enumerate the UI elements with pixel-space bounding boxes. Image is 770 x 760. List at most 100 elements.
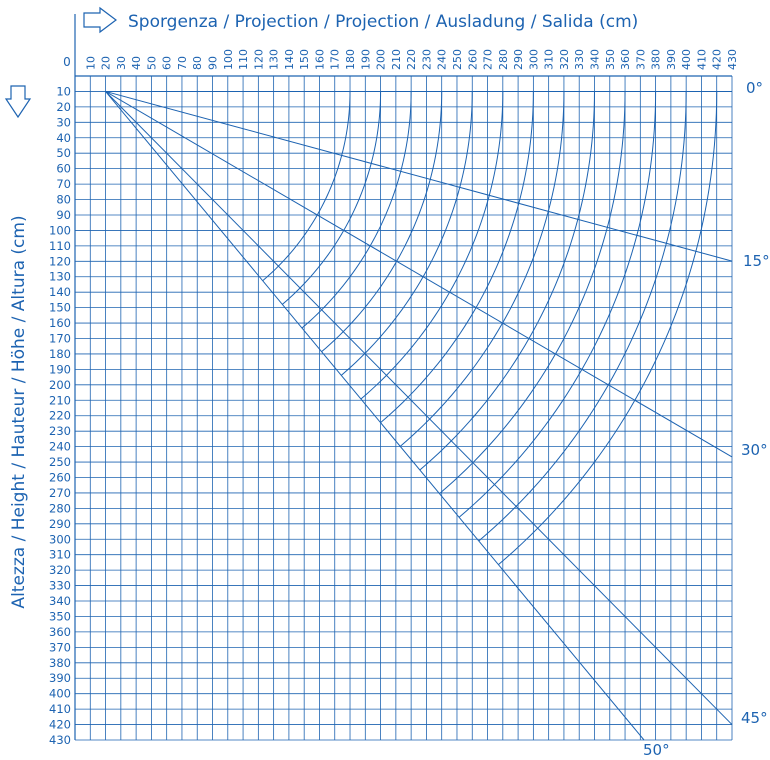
arm-arc-180 — [282, 91, 382, 305]
angle-label: 15° — [743, 252, 770, 270]
y-tick-label: 390 — [49, 671, 71, 685]
x-tick-label: 300 — [527, 49, 540, 70]
y-tick-label: 360 — [49, 625, 71, 639]
angle-line-50 — [105, 91, 645, 741]
x-tick-label: 310 — [543, 49, 556, 70]
arm-arc-240 — [340, 91, 473, 376]
y-tick-label: 410 — [49, 702, 71, 716]
y-tick-label: 40 — [56, 131, 71, 145]
x-tick-label: 140 — [283, 49, 296, 70]
y-tick-label: 150 — [49, 301, 71, 315]
angle-lines — [105, 90, 733, 741]
y-tick-label: 20 — [56, 100, 71, 114]
y-tick-label: 190 — [49, 362, 71, 376]
grid — [74, 75, 733, 741]
x-tick-label: 90 — [207, 56, 220, 70]
y-tick-label: 130 — [49, 270, 71, 284]
y-tick-label: 230 — [49, 424, 71, 438]
arm-arc-160 — [262, 91, 351, 282]
y-tick-label: 140 — [49, 285, 71, 299]
y-tick-label: 280 — [49, 501, 71, 515]
angle-label: 0° — [746, 79, 763, 97]
x-tick-label: 190 — [359, 49, 372, 70]
x-tick-label: 280 — [497, 49, 510, 70]
x-tick-label: 350 — [604, 49, 617, 70]
arm-arc-300 — [399, 91, 565, 447]
y-tick-label: 290 — [49, 517, 71, 531]
y-tick-label: 430 — [49, 733, 71, 747]
angle-label: 30° — [741, 441, 768, 459]
arm-arc-380 — [478, 91, 687, 542]
angle-line-30 — [105, 91, 733, 458]
x-tick-label: 410 — [695, 49, 708, 70]
arm-arc-280 — [380, 91, 534, 424]
arm-arc-260 — [360, 91, 504, 400]
x-tick-labels: 10 20 30 40 50 60 70 80 90 100 110 120 130 140 150 160 1… — [84, 49, 739, 70]
x-tick-label: 240 — [436, 49, 449, 70]
x-tick-label: 390 — [665, 49, 678, 70]
y-tick-label: 320 — [49, 563, 71, 577]
y-tick-label: 220 — [49, 409, 71, 423]
x-tick-label: 180 — [344, 49, 357, 70]
x-tick-label: 260 — [466, 49, 479, 70]
arm-arc-200 — [301, 91, 412, 329]
y-tick-label: 80 — [56, 193, 71, 207]
y-tick-label: 350 — [49, 609, 71, 623]
arm-arc-320 — [419, 91, 595, 471]
x-tick-label: 20 — [100, 56, 113, 70]
y-tick-label: 50 — [56, 146, 71, 160]
x-tick-label: 230 — [420, 49, 433, 70]
y-tick-label: 420 — [49, 718, 71, 732]
y-tick-label: 200 — [49, 378, 71, 392]
x-tick-label: 80 — [191, 56, 204, 70]
y-tick-label: 210 — [49, 393, 71, 407]
x-tick-label: 400 — [680, 49, 693, 70]
arm-arc-400 — [498, 91, 718, 565]
x-tick-label: 360 — [619, 49, 632, 70]
y-tick-label: 300 — [49, 532, 71, 546]
y-tick-label: 90 — [56, 208, 71, 222]
x-tick-label: 420 — [711, 49, 724, 70]
x-tick-label: 30 — [115, 56, 128, 70]
y-tick-label: 330 — [49, 579, 71, 593]
angle-labels: 0° 15° 30° 45° 50° — [643, 79, 770, 759]
arrow-down-outline-icon — [4, 85, 32, 119]
height-title: Altezza / Height / Hauteur / Höhe / Altu… — [9, 215, 29, 608]
x-tick-label: 160 — [313, 49, 326, 70]
x-tick-label: 250 — [451, 49, 464, 70]
x-tick-label: 170 — [329, 49, 342, 70]
x-tick-label: 340 — [588, 49, 601, 70]
x-tick-label: 70 — [176, 56, 189, 70]
angle-label: 45° — [741, 709, 768, 727]
angle-label: 50° — [643, 741, 670, 759]
y-tick-label: 170 — [49, 332, 71, 346]
x-tick-label: 330 — [573, 49, 586, 70]
y-tick-label: 270 — [49, 486, 71, 500]
x-tick-label: 60 — [161, 56, 174, 70]
x-tick-label: 210 — [390, 49, 403, 70]
y-tick-label: 120 — [49, 254, 71, 268]
y-tick-label: 30 — [56, 115, 71, 129]
arm-arcs — [262, 91, 718, 565]
x-tick-label: 200 — [375, 49, 388, 70]
y-tick-label: 380 — [49, 656, 71, 670]
y-tick-label: 340 — [49, 594, 71, 608]
x-tick-label: 220 — [405, 49, 418, 70]
x-tick-label: 100 — [222, 49, 235, 70]
arrow-right-outline-icon — [83, 6, 117, 34]
x-tick-label: 50 — [145, 56, 158, 70]
y-tick-label: 160 — [49, 316, 71, 330]
x-tick-label: 40 — [130, 56, 143, 70]
arm-arc-360 — [458, 91, 657, 518]
y-tick-label: 100 — [49, 223, 71, 237]
y-tick-label: 10 — [56, 84, 71, 98]
y-tick-label: 180 — [49, 347, 71, 361]
y-tick-label: 310 — [49, 548, 71, 562]
x-tick-label: 10 — [84, 56, 97, 70]
y-tick-label: 260 — [49, 470, 71, 484]
x-tick-label: 270 — [482, 49, 495, 70]
arm-arc-220 — [321, 91, 443, 353]
arm-arc-340 — [439, 91, 626, 495]
